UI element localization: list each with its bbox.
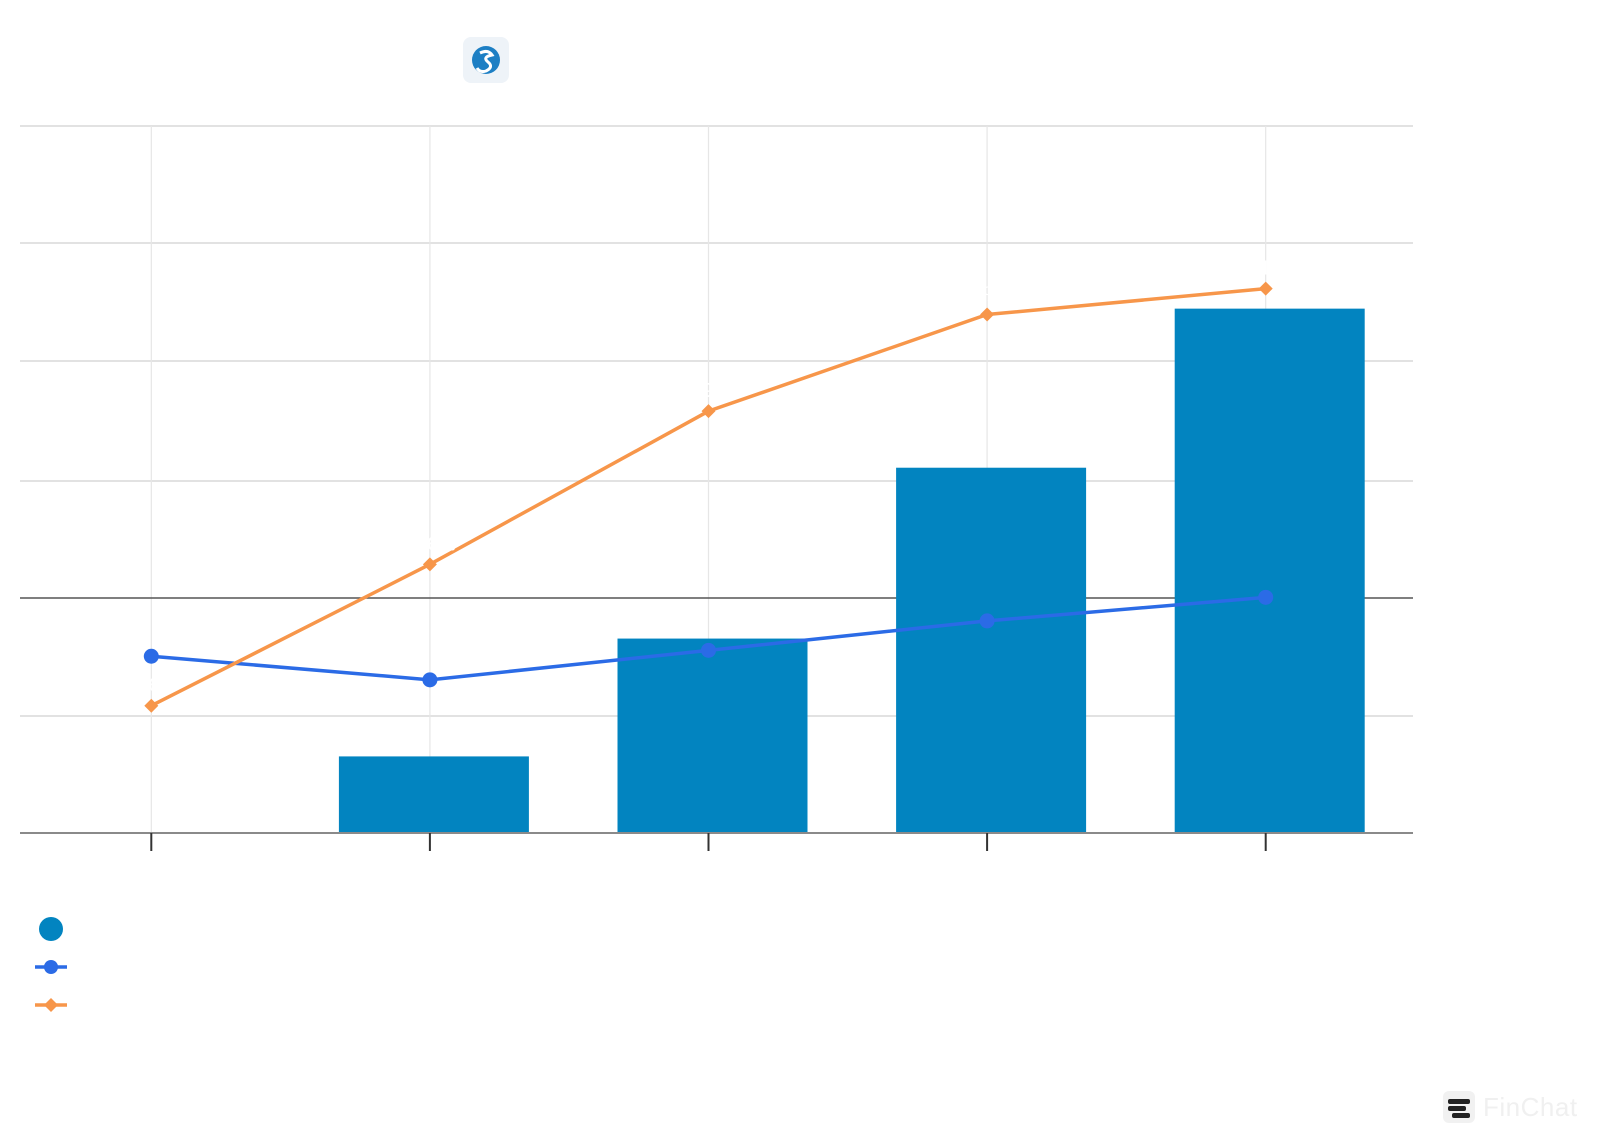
point-2-0	[144, 698, 159, 713]
bar-1	[338, 756, 529, 833]
point-1-3	[979, 613, 995, 629]
data-label-0: -9.6%	[125, 675, 177, 697]
point-2-2	[701, 404, 716, 419]
watermark: FinChat	[1443, 1089, 1578, 1125]
data-labels: -9.6% -3.6% 2.9% 7% 8.1%	[125, 258, 1289, 697]
point-2-3	[980, 307, 995, 322]
x-axis	[20, 832, 1413, 851]
point-1-0	[143, 648, 159, 664]
point-2-4	[1258, 281, 1273, 296]
legend	[35, 917, 67, 1012]
legend-marker-line-2	[44, 998, 58, 1012]
logo-glyph	[475, 49, 495, 74]
legend-marker-bar	[39, 917, 63, 941]
point-1-2	[701, 642, 716, 658]
company-logo-icon	[463, 37, 509, 83]
bar-4	[1174, 308, 1365, 833]
watermark-text: FinChat	[1483, 1091, 1578, 1122]
point-1-4	[1258, 589, 1274, 605]
data-label-3: 7%	[973, 284, 1002, 306]
bar-3	[896, 467, 1087, 833]
data-label-2: 2.9%	[686, 380, 732, 402]
finchat-logo-icon	[1443, 1091, 1475, 1123]
point-1-1	[422, 672, 438, 688]
bars	[338, 308, 1365, 833]
data-label-4: 8.1%	[1243, 258, 1289, 280]
data-label-1: -3.6%	[404, 533, 456, 555]
line-series-2	[144, 281, 1273, 713]
bar-2	[617, 638, 808, 833]
legend-marker-line-1	[44, 960, 58, 974]
line-series-1	[143, 589, 1274, 688]
point-2-1	[422, 557, 437, 572]
